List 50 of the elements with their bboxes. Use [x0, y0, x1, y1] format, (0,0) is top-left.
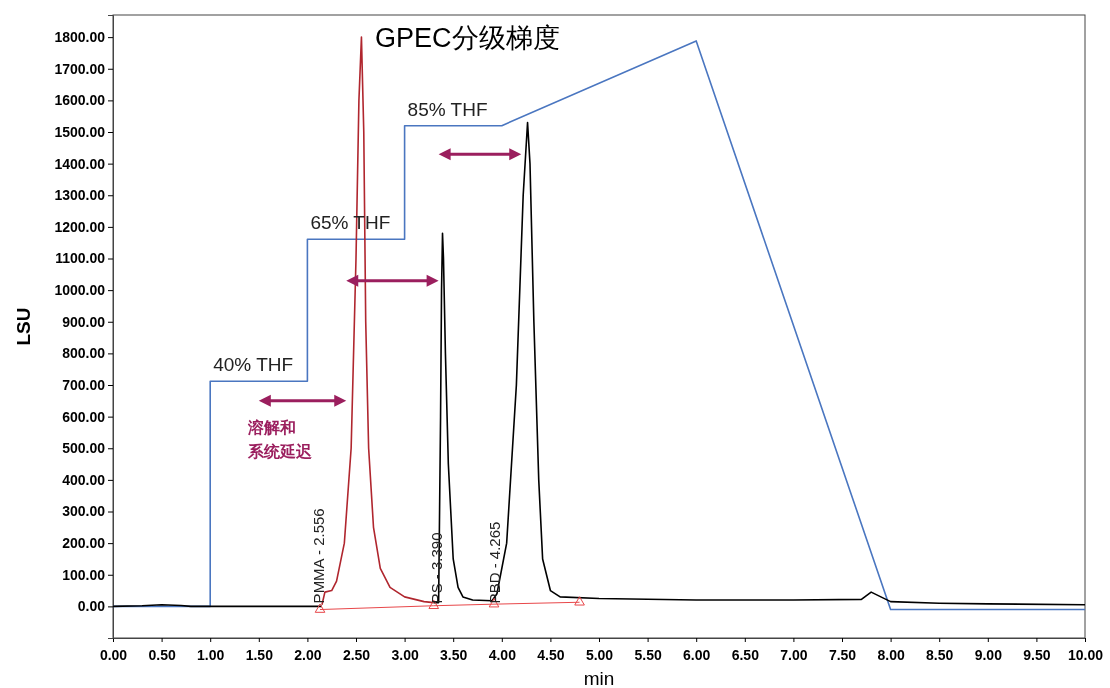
chart-title: GPEC分级梯度	[375, 23, 560, 53]
y-tick-label: 1600.00	[54, 92, 106, 109]
x-tick-label: 5.00	[585, 647, 614, 664]
y-axis-title: LSU	[13, 307, 34, 346]
x-tick-label: 4.00	[488, 647, 517, 664]
x-tick-label: 4.50	[537, 647, 565, 664]
x-tick-label: 3.00	[391, 647, 419, 664]
x-tick-label: 2.50	[342, 647, 371, 664]
annotation: PS - 3.390	[427, 532, 445, 604]
y-tick-label: 600.00	[62, 408, 106, 425]
x-tick-label: 1.50	[245, 647, 274, 664]
annotation: 40% THF	[213, 354, 294, 376]
x-tick-label: 0.50	[148, 647, 176, 664]
x-axis-title: min	[583, 668, 615, 688]
y-tick-label: 1800.00	[54, 29, 106, 46]
x-tick-label: 7.50	[828, 647, 857, 664]
x-tick-label: 1.00	[197, 647, 225, 664]
y-tick-label: 700.00	[62, 376, 106, 393]
annotation: PMMA - 2.556	[310, 508, 328, 604]
y-tick-label: 1400.00	[54, 155, 106, 172]
x-tick-label: 6.50	[731, 647, 760, 664]
y-tick-label: 500.00	[62, 440, 106, 457]
x-tick-label: 8.50	[926, 647, 954, 664]
x-tick-label: 6.00	[683, 647, 711, 664]
annotation: PBD - 4.265	[486, 521, 503, 604]
x-tick-label: 2.00	[294, 647, 322, 664]
x-tick-label: 5.50	[634, 647, 662, 664]
y-tick-label: 300.00	[62, 503, 106, 520]
y-tick-label: 1500.00	[54, 123, 106, 140]
y-tick-label: 400.00	[62, 471, 106, 488]
y-tick-label: 1100.00	[55, 250, 106, 267]
y-tick-label: 900.00	[62, 313, 106, 330]
annotation: 溶解和	[247, 418, 296, 436]
x-tick-label: 8.00	[877, 647, 905, 664]
y-tick-label: 800.00	[62, 345, 106, 362]
y-tick-label: 1200.00	[54, 218, 106, 235]
y-tick-label: 100.00	[62, 566, 106, 583]
y-tick-label: 1300.00	[54, 187, 106, 204]
annotation: 系统延迟	[247, 443, 313, 460]
x-tick-label: 9.00	[974, 647, 1003, 664]
y-tick-label: 200.00	[62, 535, 106, 552]
annotation: 85% THF	[407, 98, 488, 120]
x-tick-label: 0.00	[99, 647, 128, 664]
x-tick-label: 10.00	[1067, 647, 1104, 664]
x-tick-label: 9.50	[1023, 647, 1051, 664]
y-tick-label: 0.00	[77, 598, 106, 615]
y-tick-label: 1700.00	[54, 60, 106, 77]
y-tick-label: 1000.00	[54, 282, 106, 299]
x-tick-label: 7.00	[780, 647, 808, 664]
x-tick-label: 3.50	[440, 647, 468, 664]
